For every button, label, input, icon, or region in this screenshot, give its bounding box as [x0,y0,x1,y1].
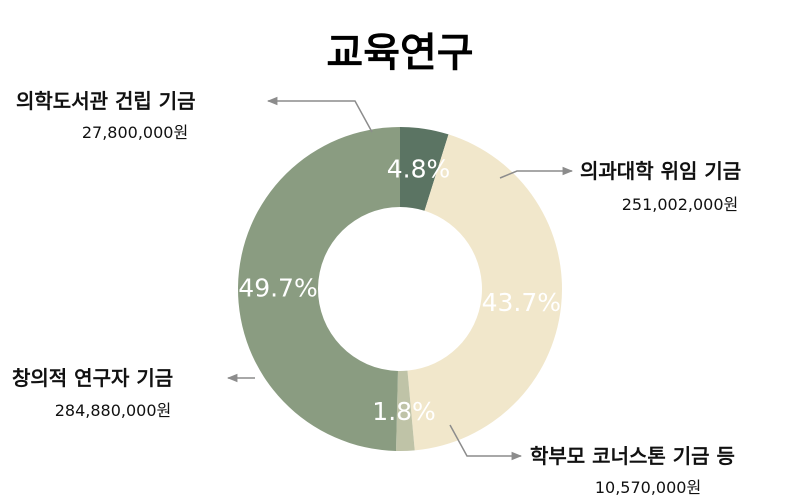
percent-label-researcher: 49.7% [238,274,317,303]
amount-label-parents: 10,570,000원 [595,478,701,497]
percent-labels: 4.8% 43.7% 1.8% 49.7% [238,154,561,426]
percent-label-medical-college: 43.7% [482,288,561,317]
percent-label-parents: 1.8% [372,397,436,426]
slice-library [400,127,449,211]
chart-title: 교육연구 [326,30,473,76]
leader-line-parents [449,424,523,461]
leader-line-medical-college [499,166,574,179]
amount-label-medical-college: 251,002,000원 [622,195,739,214]
category-label-library: 의학도서관 건립 기금 [16,89,196,113]
leader-line-library [266,96,373,133]
slice-researcher [237,127,400,451]
category-label-parents: 학부모 코너스톤 기금 등 [530,444,735,468]
donut-slices [237,127,562,452]
slice-parents [396,370,415,452]
category-label-medical-college: 의과대학 위임 기금 [580,159,741,183]
amount-label-researcher: 284,880,000원 [55,401,172,420]
category-label-researcher: 창의적 연구자 기금 [12,366,173,390]
percent-label-library: 4.8% [387,154,451,183]
slice-medical-college [407,134,562,451]
amount-label-library: 27,800,000원 [82,123,188,142]
